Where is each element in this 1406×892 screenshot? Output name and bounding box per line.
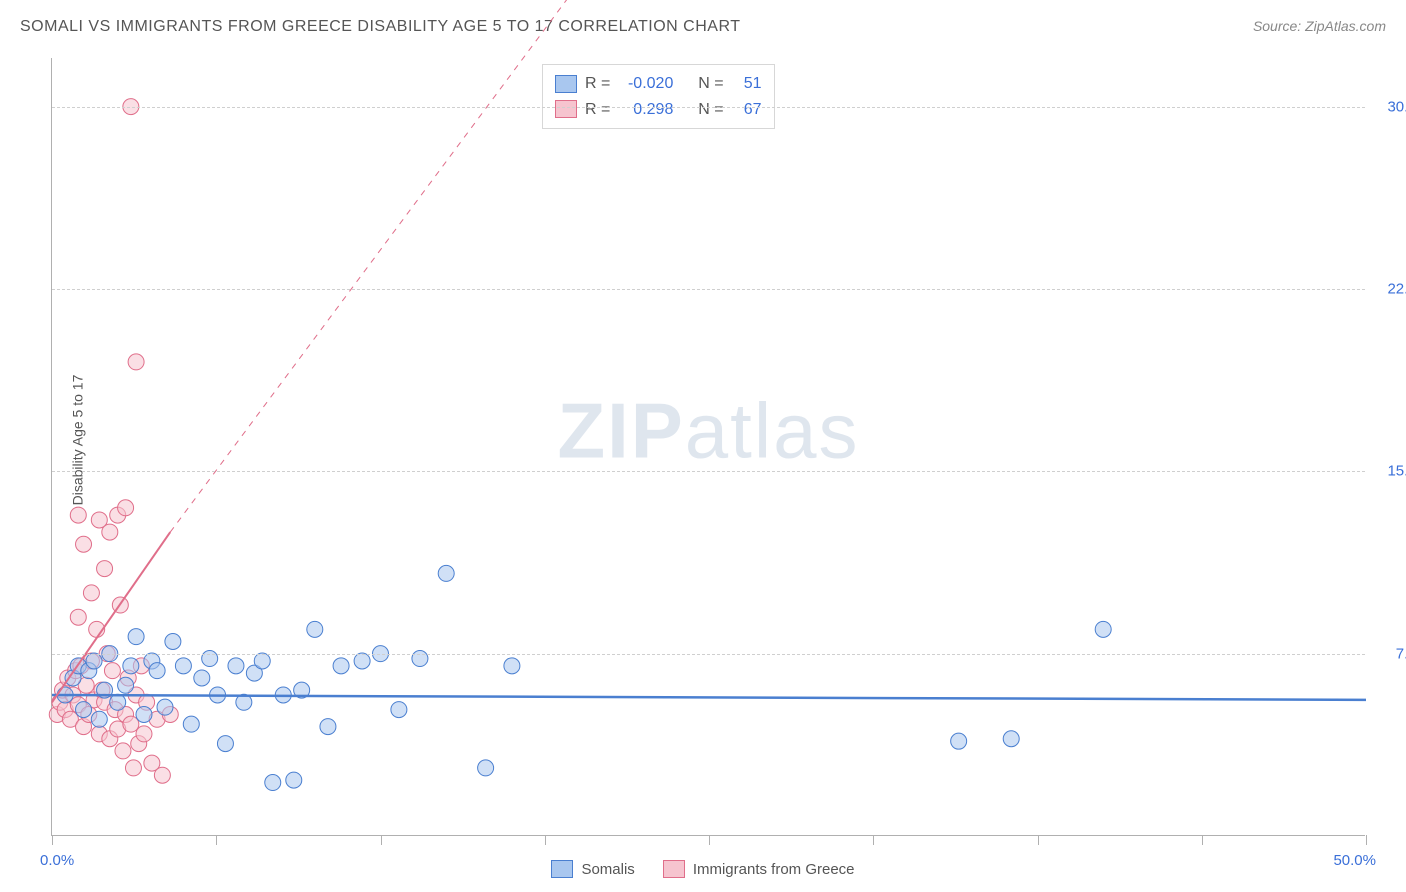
x-tick	[1202, 835, 1203, 845]
legend-swatch	[555, 75, 577, 93]
legend-item: Immigrants from Greece	[663, 860, 855, 878]
gridline	[52, 654, 1365, 655]
data-point	[175, 658, 191, 674]
x-tick	[52, 835, 53, 845]
x-tick	[709, 835, 710, 845]
stats-row: R = 0.298 N = 67	[555, 97, 762, 123]
y-tick-label: 22.5%	[1370, 280, 1406, 297]
r-value: -0.020	[618, 71, 673, 97]
data-point	[91, 512, 107, 528]
legend-swatch	[551, 860, 573, 878]
stats-box: R = -0.020 N = 51 R = 0.298 N = 67	[542, 64, 775, 129]
data-point	[86, 653, 102, 669]
source-label: Source: ZipAtlas.com	[1253, 18, 1386, 34]
data-point	[320, 719, 336, 735]
data-point	[478, 760, 494, 776]
data-point	[97, 561, 113, 577]
x-tick	[216, 835, 217, 845]
x-tick	[1366, 835, 1367, 845]
data-point	[149, 663, 165, 679]
data-point	[265, 775, 281, 791]
n-value: 67	[732, 97, 762, 123]
plot-area: ZIPatlas R =-0.020 N =51R =0.298 N =67 7…	[51, 58, 1365, 836]
data-point	[118, 500, 134, 516]
data-point	[91, 711, 107, 727]
data-point	[354, 653, 370, 669]
y-tick-label: 7.5%	[1370, 645, 1406, 662]
x-tick	[1038, 835, 1039, 845]
r-value: 0.298	[618, 97, 673, 123]
gridline	[52, 289, 1365, 290]
data-point	[157, 699, 173, 715]
legend-swatch	[555, 100, 577, 118]
data-point	[118, 677, 134, 693]
n-label: N =	[698, 71, 723, 97]
chart-svg	[52, 58, 1365, 835]
data-point	[217, 736, 233, 752]
gridline	[52, 471, 1365, 472]
data-point	[76, 536, 92, 552]
data-point	[136, 706, 152, 722]
data-point	[183, 716, 199, 732]
data-point	[333, 658, 349, 674]
legend-item: Somalis	[551, 860, 634, 878]
x-tick	[873, 835, 874, 845]
data-point	[83, 585, 99, 601]
data-point	[136, 726, 152, 742]
bottom-legend: Somalis Immigrants from Greece	[0, 860, 1406, 878]
data-point	[951, 733, 967, 749]
data-point	[438, 565, 454, 581]
data-point	[70, 507, 86, 523]
data-point	[123, 658, 139, 674]
data-point	[194, 670, 210, 686]
n-label: N =	[698, 97, 723, 123]
data-point	[125, 760, 141, 776]
data-point	[128, 354, 144, 370]
data-point	[76, 702, 92, 718]
data-point	[286, 772, 302, 788]
y-tick-label: 30.0%	[1370, 98, 1406, 115]
trend-line	[170, 0, 577, 532]
x-tick	[381, 835, 382, 845]
data-point	[115, 743, 131, 759]
data-point	[228, 658, 244, 674]
legend-label: Somalis	[581, 861, 634, 878]
r-label: R =	[585, 97, 610, 123]
data-point	[1003, 731, 1019, 747]
data-point	[128, 629, 144, 645]
data-point	[110, 694, 126, 710]
stats-row: R = -0.020 N = 51	[555, 71, 762, 97]
data-point	[391, 702, 407, 718]
data-point	[104, 663, 120, 679]
n-value: 51	[732, 71, 762, 97]
data-point	[504, 658, 520, 674]
y-tick-label: 15.0%	[1370, 463, 1406, 480]
data-point	[254, 653, 270, 669]
r-label: R =	[585, 71, 610, 97]
chart-title: SOMALI VS IMMIGRANTS FROM GREECE DISABIL…	[20, 18, 741, 36]
data-point	[154, 767, 170, 783]
data-point	[165, 634, 181, 650]
legend-swatch	[663, 860, 685, 878]
title-bar: SOMALI VS IMMIGRANTS FROM GREECE DISABIL…	[20, 18, 1386, 36]
data-point	[70, 609, 86, 625]
data-point	[1095, 621, 1111, 637]
data-point	[123, 716, 139, 732]
x-tick	[545, 835, 546, 845]
data-point	[307, 621, 323, 637]
legend-label: Immigrants from Greece	[693, 861, 855, 878]
gridline	[52, 107, 1365, 108]
